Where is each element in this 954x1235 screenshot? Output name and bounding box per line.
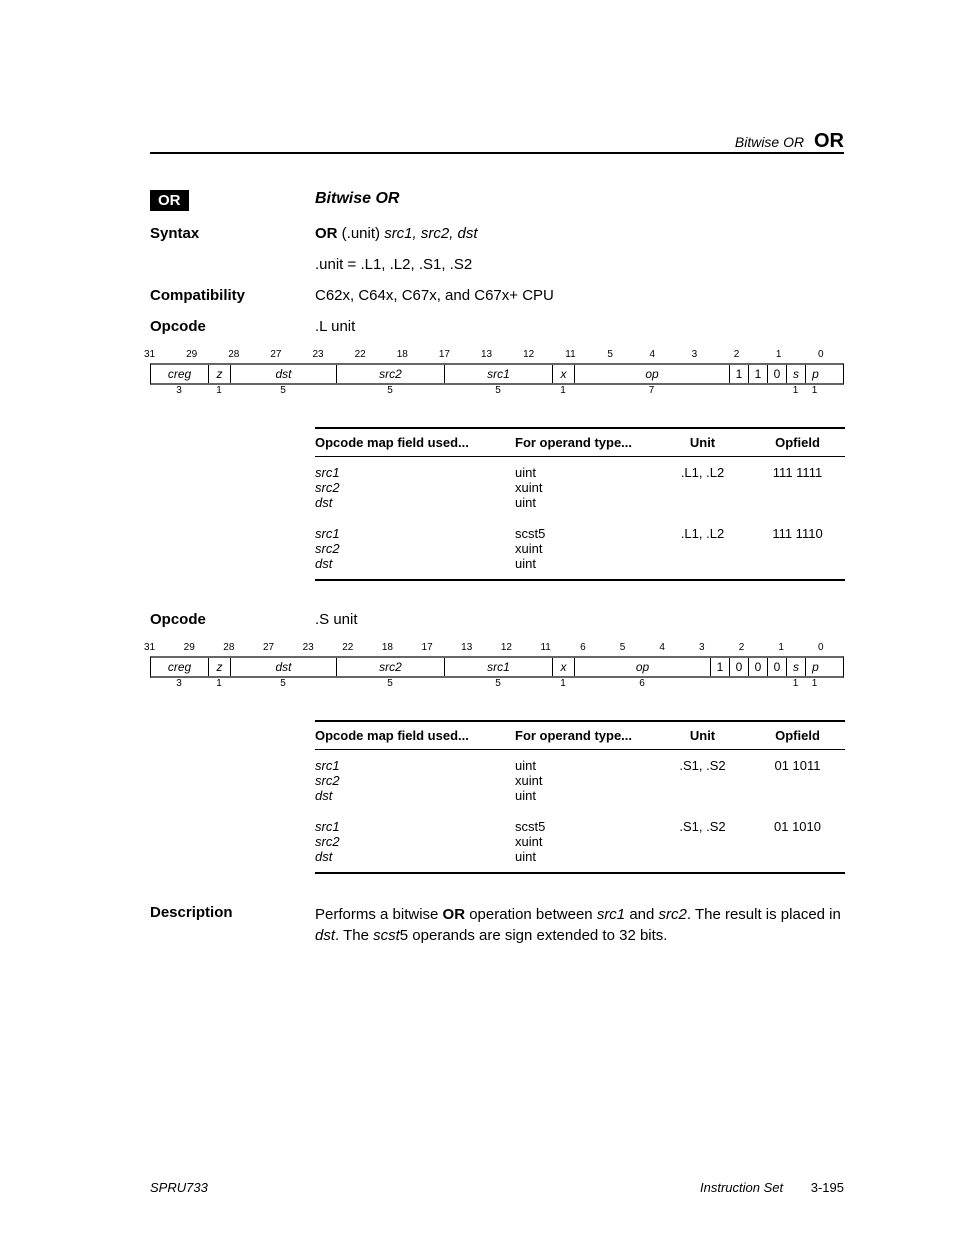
bitfield-cell: x: [553, 365, 575, 383]
opcode1-label: Opcode: [150, 318, 315, 335]
table-header: Opcode map field used...: [315, 435, 515, 450]
syntax-content: OR (.unit) src1, src2, dst: [315, 225, 844, 242]
bitfield-diagram-s: 31292827232218171312116543210cregzdstsrc…: [150, 642, 844, 692]
bitfield-cell: x: [553, 658, 575, 676]
bitfield-cell: z: [209, 658, 231, 676]
bitfield-cell: creg: [151, 658, 209, 676]
bitfield-cell: 0: [749, 658, 768, 676]
table-row: src1src2dstuintxuintuint.L1, .L2111 1111: [315, 457, 845, 518]
bitfield-cell: p: [806, 365, 825, 383]
footer-doc: SPRU733: [150, 1180, 208, 1195]
bitfield-cell: src2: [337, 365, 445, 383]
title-row: OR Bitwise OR: [150, 190, 844, 211]
bitfield-cell: dst: [231, 658, 337, 676]
bitfield-cell: p: [806, 658, 825, 676]
table-header: For operand type...: [515, 435, 655, 450]
bitfield-cell: 0: [768, 658, 787, 676]
compat-text: C62x, C64x, C67x, and C67x+ CPU: [315, 287, 844, 304]
syntax-row: Syntax OR (.unit) src1, src2, dst: [150, 225, 844, 242]
syntax-label: Syntax: [150, 225, 315, 242]
bitfield-diagram-l: 3129282723221817131211543210cregzdstsrc2…: [150, 349, 844, 399]
bitfield-cell: dst: [231, 365, 337, 383]
description-label: Description: [150, 904, 315, 946]
footer-section: Instruction Set: [700, 1180, 783, 1195]
description-row: Description Performs a bitwise OR operat…: [150, 904, 844, 946]
table-header: Opfield: [750, 728, 845, 743]
table-row: src1src2dstscst5xuintuint.S1, .S201 1010: [315, 811, 845, 872]
bitfield-cell: src1: [445, 658, 553, 676]
bitfield-cell: 1: [730, 365, 749, 383]
bitfield-cell: src1: [445, 365, 553, 383]
syntax-row-2: .unit = .L1, .L2, .S1, .S2: [150, 256, 844, 273]
footer-right: Instruction Set 3-195: [700, 1180, 844, 1195]
bitfield-cell: op: [575, 365, 730, 383]
bitfield-cell: 0: [768, 365, 787, 383]
table-header: Unit: [655, 435, 750, 450]
bitfield-cell: 1: [711, 658, 730, 676]
syntax-mnemonic: OR: [315, 225, 338, 242]
opcode2-unit: .S unit: [315, 611, 844, 628]
mnemonic-box: OR: [150, 190, 189, 211]
compat-row: Compatibility C62x, C64x, C67x, and C67x…: [150, 287, 844, 304]
opcode1-row: Opcode .L unit: [150, 318, 844, 335]
syntax-units: .unit = .L1, .L2, .S1, .S2: [315, 256, 844, 273]
table-header: Opcode map field used...: [315, 728, 515, 743]
bitfield-cell: src2: [337, 658, 445, 676]
bitfield-cell: 0: [730, 658, 749, 676]
opcode2-row: Opcode .S unit: [150, 611, 844, 628]
header-mnemonic: OR: [814, 130, 844, 152]
bitfield-cell: s: [787, 658, 806, 676]
bitfield-cell: op: [575, 658, 711, 676]
table-row: src1src2dstscst5xuintuint.L1, .L2111 111…: [315, 518, 845, 579]
table-header: For operand type...: [515, 728, 655, 743]
bitfield-cell: creg: [151, 365, 209, 383]
opcode1-unit: .L unit: [315, 318, 844, 335]
table-header: Opfield: [750, 435, 845, 450]
header-section: Bitwise OR: [735, 134, 804, 150]
page-header: Bitwise OR OR: [735, 130, 844, 153]
compat-label: Compatibility: [150, 287, 315, 304]
bitfield-cell: s: [787, 365, 806, 383]
page-footer: SPRU733 Instruction Set 3-195: [150, 1180, 844, 1195]
table-header: Unit: [655, 728, 750, 743]
mnemonic-box-wrap: OR: [150, 190, 315, 211]
bitfield-cell: z: [209, 365, 231, 383]
description-text: Performs a bitwise OR operation between …: [315, 904, 844, 946]
footer-page: 3-195: [811, 1180, 844, 1195]
opcode-table-s: Opcode map field used...For operand type…: [315, 720, 845, 874]
syntax-args: src1, src2, dst: [384, 225, 477, 242]
opcode2-label: Opcode: [150, 611, 315, 628]
opcode-table-l: Opcode map field used...For operand type…: [315, 427, 845, 581]
bitfield-cell: 1: [749, 365, 768, 383]
syntax-unit: (.unit): [338, 225, 385, 242]
table-row: src1src2dstuintxuintuint.S1, .S201 1011: [315, 750, 845, 811]
instruction-title: Bitwise OR: [315, 190, 844, 211]
